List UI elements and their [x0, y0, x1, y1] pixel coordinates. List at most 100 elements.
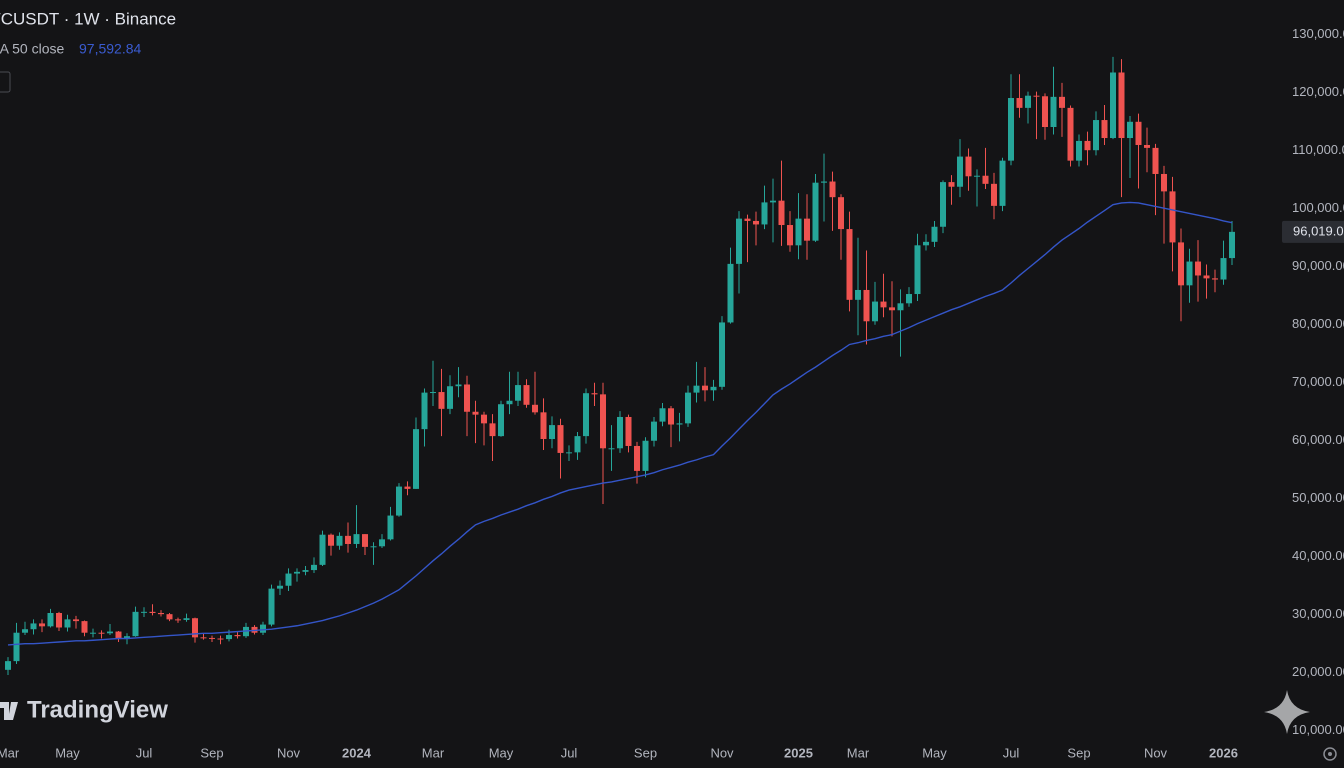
candle-body	[1059, 96, 1065, 108]
candle-body	[404, 486, 411, 489]
candle-body	[744, 218, 751, 221]
candle-body	[124, 636, 130, 640]
candle-body	[829, 181, 836, 198]
candle-body	[472, 411, 479, 415]
candle-body	[600, 394, 606, 449]
x-tick-label: Jul	[1003, 745, 1020, 760]
candle-body	[1178, 242, 1184, 286]
candle-body	[940, 182, 946, 227]
legend-toggle[interactable]	[0, 71, 11, 93]
candle-body	[396, 486, 402, 516]
y-tick-label: 110,000.00	[1292, 142, 1344, 157]
candle-body	[965, 156, 972, 177]
candle-body	[523, 385, 530, 405]
x-tick-label: Sep	[200, 745, 223, 760]
y-tick-label: 70,000.00	[1292, 374, 1344, 389]
candle-body	[175, 619, 181, 621]
settings-icon[interactable]	[1323, 747, 1337, 761]
candle-body	[234, 635, 241, 637]
candle-body	[192, 618, 198, 638]
candle-body	[642, 440, 649, 471]
candle-body	[574, 436, 581, 453]
candle-body	[328, 534, 334, 546]
x-tick-label: May	[922, 745, 947, 760]
candle-body	[625, 416, 632, 446]
candle-body	[532, 404, 538, 413]
candle-body	[821, 181, 827, 183]
candle-body	[90, 632, 96, 634]
x-tick-label: 2025	[784, 745, 813, 760]
candle-body	[1186, 261, 1193, 286]
candle-body	[1195, 261, 1201, 276]
candle-body	[1084, 140, 1091, 151]
candle-body	[753, 220, 759, 225]
candle-body	[413, 429, 419, 489]
y-tick-label: 130,000.00	[1292, 26, 1344, 41]
candle-body	[73, 619, 79, 622]
candle-body	[685, 392, 691, 424]
x-tick-label: Mar	[847, 745, 870, 760]
candle-body	[566, 452, 572, 454]
y-tick-label: 30,000.00	[1292, 606, 1344, 621]
y-tick-label: 120,000.00	[1292, 84, 1344, 99]
watermark-logo	[0, 702, 18, 720]
candle-body	[634, 445, 640, 471]
candle-body	[948, 182, 955, 187]
sparkle-icon[interactable]	[1264, 690, 1310, 734]
candle-body	[761, 202, 768, 225]
ma-legend-value: 97,592.84	[79, 41, 141, 57]
candle-body	[1220, 258, 1227, 280]
x-tick-label: 2026	[1209, 745, 1238, 760]
candle-body	[1127, 121, 1133, 139]
candle-body	[770, 200, 776, 203]
candle-body	[897, 303, 904, 311]
y-tick-label: 80,000.00	[1292, 316, 1344, 331]
candle-body	[795, 218, 802, 246]
candle-body	[863, 289, 870, 322]
price-label-box	[1282, 220, 1344, 243]
candle-body	[1152, 147, 1159, 174]
price-label: 96,019.00	[1293, 223, 1344, 238]
y-tick-label: 100,000.00	[1292, 200, 1344, 215]
candle-body	[557, 425, 564, 453]
x-tick-label: Mar	[0, 745, 20, 760]
candle-body	[1161, 173, 1167, 192]
candle-body	[209, 637, 215, 639]
y-tick-label: 50,000.00	[1292, 490, 1344, 505]
candle-body	[1212, 278, 1218, 280]
candle-body	[1169, 191, 1176, 243]
ma-legend-name: MA 50 close	[0, 41, 64, 57]
candle-body	[804, 218, 810, 241]
candle-body	[39, 623, 45, 627]
candle-body	[336, 535, 343, 546]
x-tick-label: May	[55, 745, 80, 760]
candle-body	[846, 229, 853, 300]
candle-body	[430, 392, 436, 394]
candle-body	[515, 385, 521, 401]
candle-body	[311, 564, 317, 571]
candle-body	[498, 404, 504, 437]
candle-body	[872, 301, 878, 322]
plot-area	[5, 56, 1235, 676]
x-tick-label: Nov	[1144, 745, 1168, 760]
x-tick-label: Sep	[634, 745, 657, 760]
y-tick-label: 40,000.00	[1292, 548, 1344, 563]
candle-body	[812, 182, 819, 241]
candle-body	[617, 416, 623, 449]
candle-body	[702, 385, 708, 391]
candle-body	[1050, 96, 1057, 128]
watermark: TradingView	[27, 696, 168, 723]
candle-body	[353, 534, 360, 544]
candle-body	[217, 638, 224, 640]
y-tick-label: 90,000.00	[1292, 258, 1344, 273]
candle-body	[455, 384, 462, 387]
candle-body	[1025, 95, 1031, 108]
y-tick-label: 60,000.00	[1292, 432, 1344, 447]
candle-body	[974, 175, 980, 177]
x-tick-label: Nov	[277, 745, 301, 760]
candle-body	[1016, 98, 1023, 108]
candle-body	[855, 289, 861, 300]
candle-body	[710, 386, 717, 391]
candle-body	[1093, 120, 1099, 151]
